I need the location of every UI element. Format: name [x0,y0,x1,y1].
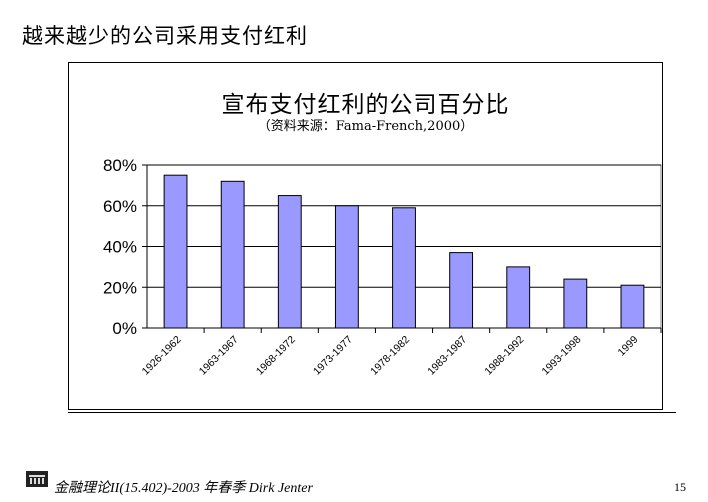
y-tick-label: 0% [112,319,137,338]
x-tick-label: 1973-1977 [311,334,355,378]
chart-frame: 宣布支付红利的公司百分比 （资料来源：Fama-French,2000） 0% 2… [68,62,663,410]
bar [449,252,474,329]
university-logo-icon [26,471,48,487]
chart-title: 宣布支付红利的公司百分比 [221,92,510,118]
page-number: 15 [674,480,686,494]
bar [334,205,359,329]
bar [563,278,588,329]
bar [277,195,302,329]
x-tick-label: 1999 [616,334,641,359]
y-tick-label: 20% [103,278,137,297]
bar-chart: 0% 20% 40% 60% 80% 1926-1962 1963-1967 1968-197… [103,156,662,378]
x-tick-label: 1926-1962 [140,334,184,378]
y-tick-label: 60% [103,197,137,216]
y-tick-label: 80% [103,156,137,175]
bar [620,284,645,329]
x-tick-label: 1968-1972 [254,334,298,378]
slide-title: 越来越少的公司采用支付红利 [22,24,308,48]
bar [220,180,245,329]
bar [392,207,416,329]
y-tick-label: 40% [103,238,137,257]
bar [163,174,188,329]
bottom-rule [68,412,676,413]
x-tick-label: 1963-1967 [197,334,241,378]
x-tick-label: 1988-1992 [482,334,526,378]
x-tick-label: 1993-1998 [539,334,583,378]
x-tick-label: 1978-1982 [368,334,412,378]
footer-text: 金融理论II(15.402)-2003 年春季 Dirk Jenter [54,481,313,496]
x-tick-label: 1983-1987 [425,334,469,378]
bar [506,266,531,329]
chart-subtitle: （资料来源：Fama-French,2000） [257,119,474,134]
